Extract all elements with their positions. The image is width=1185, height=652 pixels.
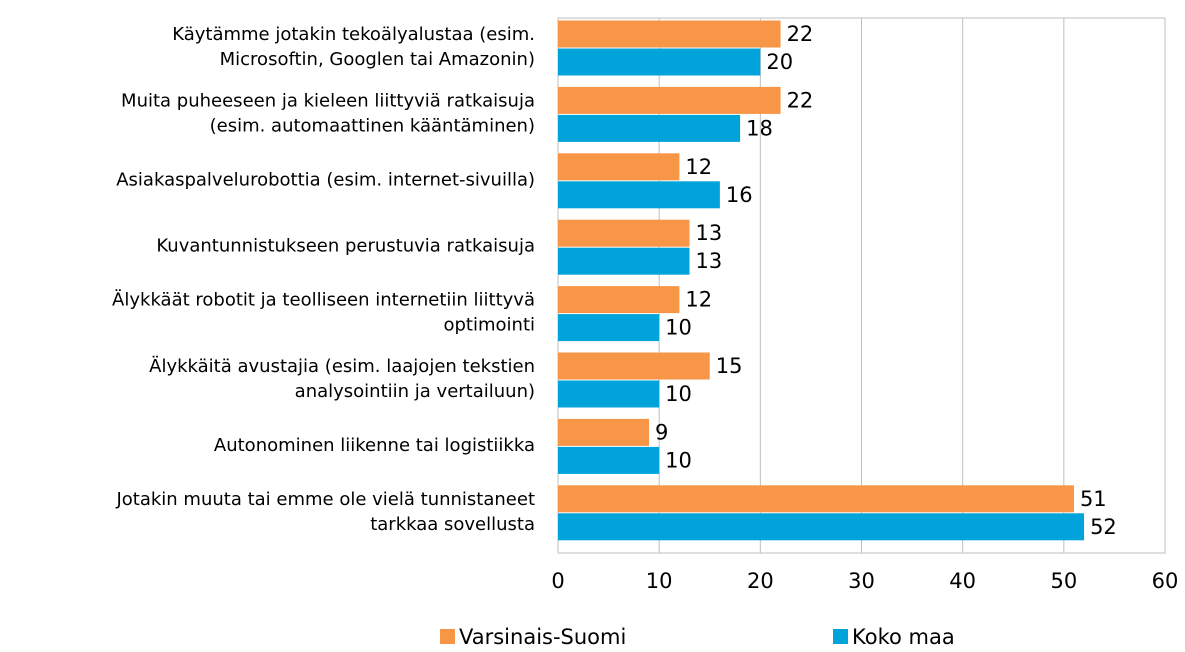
category-label: optimointi — [443, 315, 535, 336]
legend-swatch — [440, 629, 455, 644]
category-label: Microsoftin, Googlen tai Amazonin) — [220, 49, 535, 70]
data-label: 16 — [726, 183, 753, 207]
data-label: 12 — [685, 155, 712, 179]
data-label: 12 — [685, 288, 712, 312]
bar — [558, 48, 761, 76]
category-label: Jotakin muuta tai emme ole vielä tunnist… — [115, 489, 535, 510]
legend-swatch — [833, 629, 848, 644]
bar — [558, 380, 660, 408]
category-label: Älykkäät robotit ja teolliseen interneti… — [112, 290, 535, 311]
bar — [558, 153, 680, 181]
category-label: (esim. automaattinen kääntäminen) — [210, 115, 535, 136]
bar — [558, 352, 710, 380]
legend-label: Varsinais-Suomi — [459, 625, 626, 649]
data-label: 13 — [696, 249, 723, 273]
bar — [558, 20, 781, 48]
data-label: 10 — [665, 316, 692, 340]
bar — [558, 181, 720, 209]
data-label: 15 — [716, 354, 743, 378]
category-label: Älykkäitä avustajia (esim. laajojen teks… — [149, 356, 535, 377]
data-label: 52 — [1090, 515, 1117, 539]
bar — [558, 314, 660, 342]
data-label: 9 — [655, 420, 668, 444]
data-label: 22 — [787, 22, 814, 46]
plot-frame — [557, 17, 1166, 554]
x-tick-label: 0 — [551, 569, 564, 593]
x-tick-label: 10 — [646, 569, 673, 593]
x-tick-label: 30 — [848, 569, 875, 593]
data-label: 13 — [696, 221, 723, 245]
bar — [558, 418, 650, 446]
category-label: Muita puheeseen ja kieleen liittyviä rat… — [121, 90, 535, 111]
bar — [558, 86, 781, 114]
data-label: 10 — [665, 448, 692, 472]
x-tick-label: 40 — [949, 569, 976, 593]
x-tick-label: 60 — [1152, 569, 1179, 593]
bar — [558, 446, 660, 474]
category-label: Käytämme jotakin tekoälyalustaa (esim. — [172, 24, 535, 45]
data-label: 20 — [766, 50, 793, 74]
category-label: analysointiin ja vertailuun) — [295, 381, 535, 402]
category-label: Asiakaspalvelurobottia (esim. internet-s… — [116, 169, 535, 190]
bar — [558, 114, 741, 142]
data-label: 18 — [746, 116, 773, 140]
data-label: 10 — [665, 382, 692, 406]
x-tick-label: 50 — [1050, 569, 1077, 593]
bar — [558, 513, 1085, 541]
bar — [558, 247, 690, 275]
category-label: Kuvantunnistukseen perustuvia ratkaisuja — [156, 236, 535, 257]
category-label: tarkkaa sovellusta — [370, 514, 535, 535]
legend-label: Koko maa — [852, 625, 955, 649]
category-label: Autonominen liikenne tai logistiikka — [214, 435, 535, 456]
data-label: 51 — [1080, 487, 1107, 511]
bar — [558, 219, 690, 247]
bar — [558, 485, 1074, 513]
bar — [558, 286, 680, 314]
data-label: 22 — [787, 88, 814, 112]
x-tick-label: 20 — [747, 569, 774, 593]
